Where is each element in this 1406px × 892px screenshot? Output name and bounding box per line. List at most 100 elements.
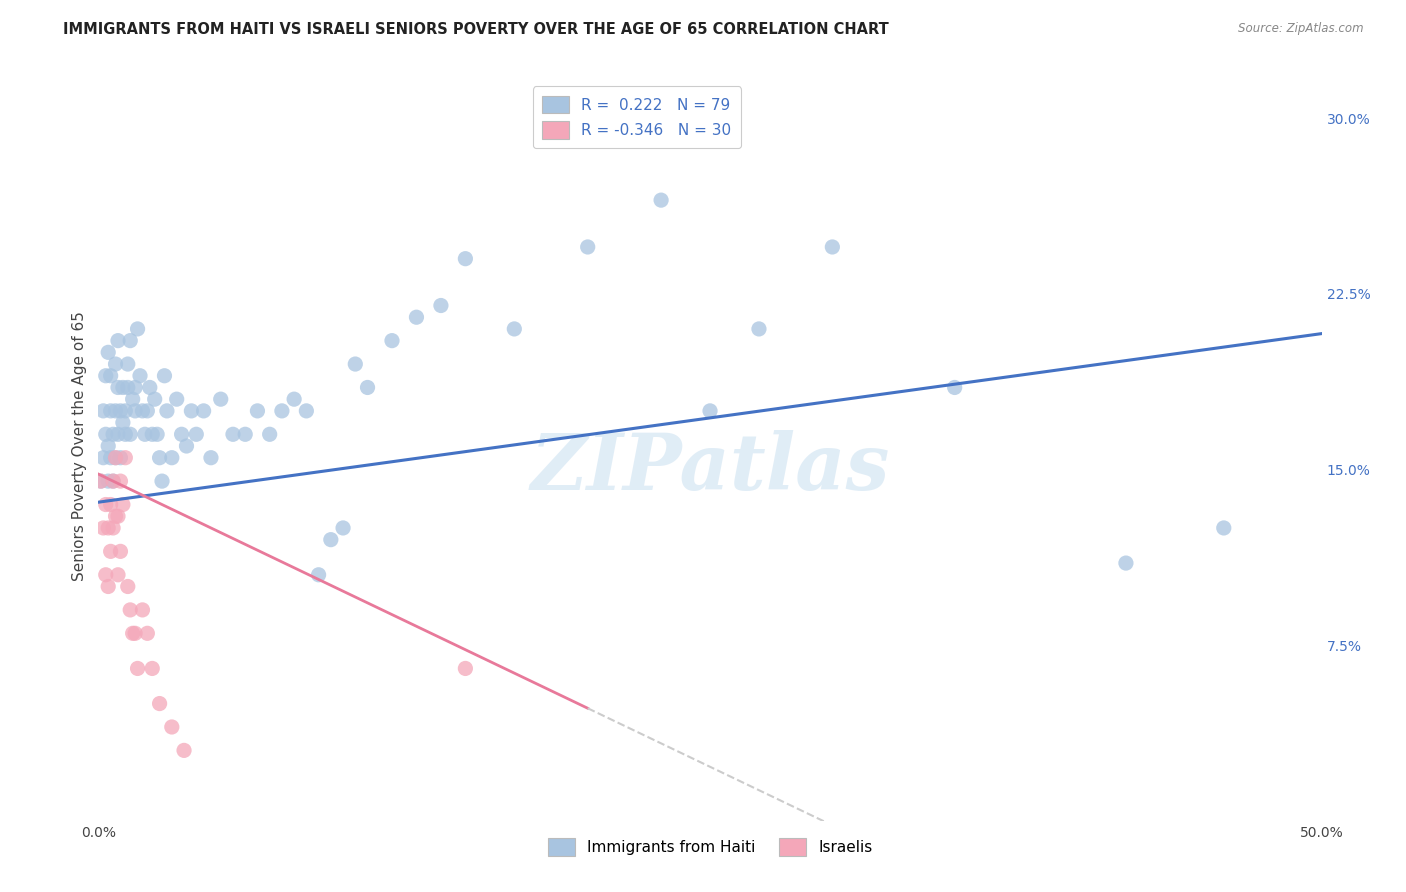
Point <box>699 404 721 418</box>
Point <box>454 661 477 675</box>
Point <box>1115 556 1137 570</box>
Point <box>111 416 134 430</box>
Point <box>193 404 215 418</box>
Point <box>104 450 127 465</box>
Point <box>821 240 844 254</box>
Point <box>101 521 124 535</box>
Point <box>97 474 120 488</box>
Point <box>110 474 132 488</box>
Point <box>111 380 134 394</box>
Point <box>100 544 122 558</box>
Point <box>127 661 149 675</box>
Point <box>748 322 770 336</box>
Point <box>104 357 127 371</box>
Point <box>101 474 124 488</box>
Point <box>101 427 124 442</box>
Point <box>166 392 188 407</box>
Point <box>131 603 153 617</box>
Point <box>124 380 146 394</box>
Point <box>94 427 117 442</box>
Point <box>180 404 202 418</box>
Point <box>114 450 136 465</box>
Point <box>143 392 166 407</box>
Point <box>104 509 127 524</box>
Point <box>943 380 966 394</box>
Point <box>111 498 134 512</box>
Point <box>134 427 156 442</box>
Point <box>576 240 599 254</box>
Point <box>233 427 256 442</box>
Point <box>97 521 120 535</box>
Point <box>356 380 378 394</box>
Point <box>91 404 114 418</box>
Point <box>97 439 120 453</box>
Point <box>319 533 342 547</box>
Point <box>127 322 149 336</box>
Point <box>107 334 129 348</box>
Point <box>110 544 132 558</box>
Text: IMMIGRANTS FROM HAITI VS ISRAELI SENIORS POVERTY OVER THE AGE OF 65 CORRELATION : IMMIGRANTS FROM HAITI VS ISRAELI SENIORS… <box>63 22 889 37</box>
Point <box>94 498 117 512</box>
Point <box>124 404 146 418</box>
Point <box>650 193 672 207</box>
Legend: Immigrants from Haiti, Israelis: Immigrants from Haiti, Israelis <box>541 832 879 862</box>
Point <box>100 498 122 512</box>
Text: Source: ZipAtlas.com: Source: ZipAtlas.com <box>1239 22 1364 36</box>
Y-axis label: Seniors Poverty Over the Age of 65: Seniors Poverty Over the Age of 65 <box>72 311 87 581</box>
Text: ZIPatlas: ZIPatlas <box>530 430 890 507</box>
Point <box>100 450 122 465</box>
Point <box>107 380 129 394</box>
Point <box>97 345 120 359</box>
Point <box>124 626 146 640</box>
Point <box>246 404 269 418</box>
Point <box>136 404 159 418</box>
Point <box>100 404 122 418</box>
Point <box>100 368 122 383</box>
Point <box>114 427 136 442</box>
Point <box>186 427 208 442</box>
Point <box>121 626 143 640</box>
Point <box>200 450 222 465</box>
Point <box>120 427 142 442</box>
Point <box>170 427 193 442</box>
Point <box>270 404 294 418</box>
Point <box>1212 521 1234 535</box>
Point <box>156 404 179 418</box>
Point <box>454 252 477 266</box>
Point <box>259 427 281 442</box>
Point <box>283 392 305 407</box>
Point <box>131 404 153 418</box>
Point <box>136 626 159 640</box>
Point <box>344 357 367 371</box>
Point <box>141 427 163 442</box>
Point <box>90 474 112 488</box>
Point <box>110 450 132 465</box>
Point <box>160 720 183 734</box>
Point <box>120 603 142 617</box>
Point <box>308 567 330 582</box>
Point <box>150 474 173 488</box>
Point <box>149 697 172 711</box>
Point <box>107 509 129 524</box>
Point <box>176 439 198 453</box>
Point <box>146 427 169 442</box>
Point <box>120 334 142 348</box>
Point <box>503 322 526 336</box>
Point <box>107 567 129 582</box>
Point <box>90 474 112 488</box>
Point <box>139 380 162 394</box>
Point <box>97 580 120 594</box>
Point <box>173 743 195 757</box>
Point <box>104 450 127 465</box>
Point <box>94 368 117 383</box>
Point <box>209 392 232 407</box>
Point <box>91 450 114 465</box>
Point <box>107 427 129 442</box>
Point <box>430 298 453 313</box>
Point <box>222 427 245 442</box>
Point <box>110 404 132 418</box>
Point <box>160 450 183 465</box>
Point <box>141 661 163 675</box>
Point <box>149 450 172 465</box>
Point <box>129 368 152 383</box>
